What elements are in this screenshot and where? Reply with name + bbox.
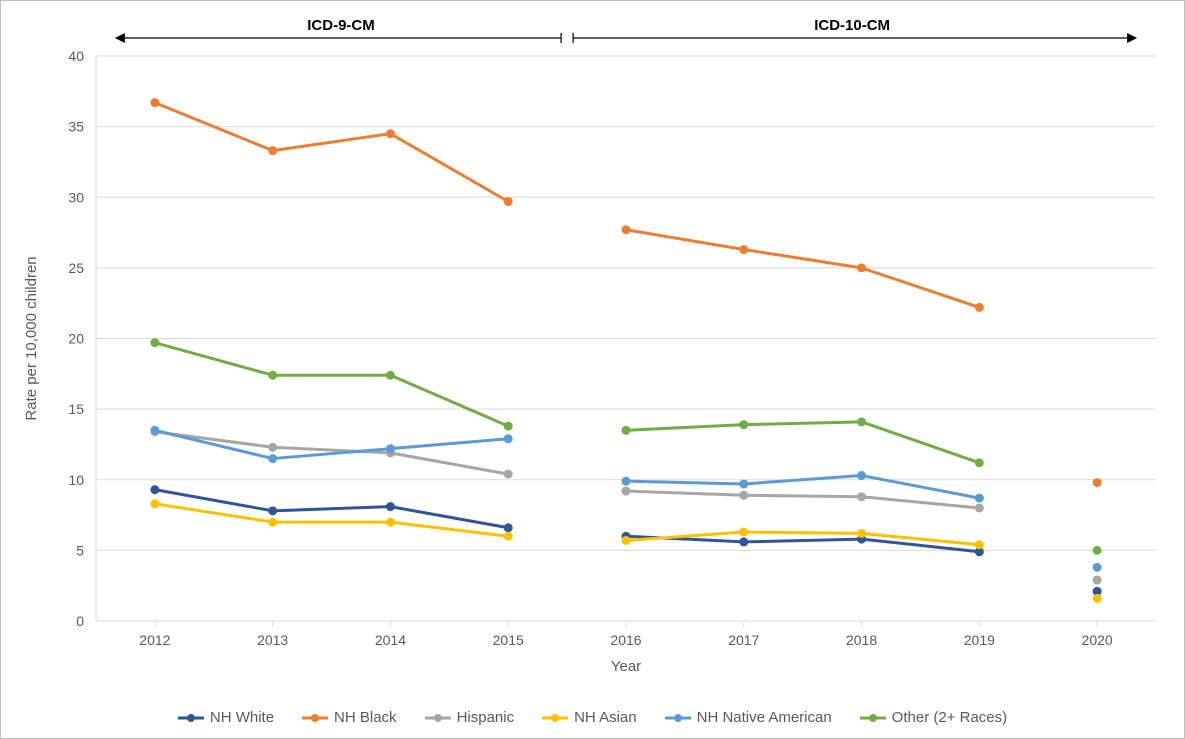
series-marker-nh_black bbox=[150, 98, 159, 107]
series-line-nh_black bbox=[626, 230, 979, 308]
x-tick-label: 2020 bbox=[1082, 632, 1113, 648]
y-tick-label: 10 bbox=[68, 472, 84, 488]
series-marker-nh_black bbox=[504, 197, 513, 206]
series-marker-other bbox=[857, 417, 866, 426]
series-marker-nh_asian bbox=[150, 499, 159, 508]
y-tick-label: 20 bbox=[68, 331, 84, 347]
series-marker-nh_asian bbox=[1093, 594, 1102, 603]
y-tick-label: 30 bbox=[68, 189, 84, 205]
series-marker-nh_white bbox=[386, 502, 395, 511]
legend-label: NH Native American bbox=[697, 709, 832, 726]
series-line-hispanic bbox=[626, 491, 979, 508]
series-marker-nh_asian bbox=[739, 528, 748, 537]
legend-label: Hispanic bbox=[457, 709, 515, 726]
legend-swatch bbox=[302, 711, 328, 725]
series-marker-nh_native bbox=[1093, 563, 1102, 572]
series-marker-nh_white bbox=[150, 485, 159, 494]
arrowhead-left bbox=[115, 33, 125, 43]
series-marker-nh_asian bbox=[386, 518, 395, 527]
series-line-nh_native bbox=[155, 430, 508, 458]
series-marker-other bbox=[504, 422, 513, 431]
x-tick-label: 2019 bbox=[964, 632, 995, 648]
series-line-other bbox=[155, 343, 508, 426]
series-marker-nh_asian bbox=[975, 540, 984, 549]
x-axis-title: Year bbox=[611, 658, 641, 675]
legend-item-other: Other (2+ Races) bbox=[860, 709, 1007, 726]
series-marker-nh_asian bbox=[622, 536, 631, 545]
legend-item-nh_native: NH Native American bbox=[665, 709, 832, 726]
series-marker-other bbox=[386, 371, 395, 380]
chart-frame: 0 5 10 15 20 25 30 35 40 2012 2013 2014 2015 2016 2017… bbox=[0, 0, 1185, 739]
series-marker-nh_asian bbox=[268, 518, 277, 527]
series-marker-nh_black bbox=[622, 225, 631, 234]
series-marker-nh_white bbox=[504, 523, 513, 532]
legend-label: Other (2+ Races) bbox=[892, 709, 1007, 726]
legend-swatch bbox=[665, 711, 691, 725]
legend-swatch bbox=[542, 711, 568, 725]
series-marker-hispanic bbox=[504, 470, 513, 479]
series-marker-nh_black bbox=[268, 146, 277, 155]
annotation-left-label: ICD-9-CM bbox=[307, 17, 375, 34]
series-marker-nh_native bbox=[268, 454, 277, 463]
series-marker-nh_native bbox=[622, 477, 631, 486]
series-marker-hispanic bbox=[622, 487, 631, 496]
y-tick-label: 25 bbox=[68, 260, 84, 276]
series-marker-other bbox=[739, 420, 748, 429]
series-marker-nh_black bbox=[975, 303, 984, 312]
legend-swatch bbox=[425, 711, 451, 725]
series-marker-nh_white bbox=[268, 506, 277, 515]
series-marker-hispanic bbox=[268, 443, 277, 452]
series-marker-nh_black bbox=[386, 129, 395, 138]
legend-item-nh_black: NH Black bbox=[302, 709, 397, 726]
x-tick-label: 2013 bbox=[257, 632, 288, 648]
legend-swatch bbox=[178, 711, 204, 725]
series-marker-nh_native bbox=[504, 434, 513, 443]
series-marker-nh_native bbox=[857, 471, 866, 480]
series-marker-nh_black bbox=[1093, 478, 1102, 487]
x-tick-label: 2012 bbox=[139, 632, 170, 648]
x-tick-label: 2016 bbox=[610, 632, 641, 648]
y-tick-label: 0 bbox=[76, 613, 84, 629]
series-marker-other bbox=[1093, 546, 1102, 555]
x-tick-label: 2018 bbox=[846, 632, 877, 648]
y-tick-label: 15 bbox=[68, 401, 84, 417]
y-tick-label: 5 bbox=[76, 542, 84, 558]
series-marker-hispanic bbox=[1093, 576, 1102, 585]
legend: NH White NH Black Hispanic NH Asian NH Nativ… bbox=[1, 709, 1184, 726]
series-marker-nh_native bbox=[150, 426, 159, 435]
legend-label: NH Black bbox=[334, 709, 397, 726]
y-tick-label: 35 bbox=[68, 119, 84, 135]
series-marker-nh_black bbox=[739, 245, 748, 254]
series-marker-hispanic bbox=[857, 492, 866, 501]
legend-item-nh_white: NH White bbox=[178, 709, 274, 726]
series-line-other bbox=[626, 422, 979, 463]
series-line-nh_black bbox=[155, 103, 508, 202]
legend-item-hispanic: Hispanic bbox=[425, 709, 515, 726]
series-marker-nh_native bbox=[975, 494, 984, 503]
series-marker-other bbox=[268, 371, 277, 380]
y-tick-label: 40 bbox=[68, 48, 84, 64]
series-marker-other bbox=[975, 458, 984, 467]
series-marker-other bbox=[622, 426, 631, 435]
series-marker-nh_native bbox=[386, 444, 395, 453]
series-marker-hispanic bbox=[975, 504, 984, 513]
series-marker-nh_asian bbox=[504, 532, 513, 541]
legend-label: NH White bbox=[210, 709, 274, 726]
arrowhead-right bbox=[1127, 33, 1137, 43]
legend-label: NH Asian bbox=[574, 709, 637, 726]
x-tick-label: 2014 bbox=[375, 632, 406, 648]
series-marker-hispanic bbox=[739, 491, 748, 500]
line-chart: 0 5 10 15 20 25 30 35 40 2012 2013 2014 2015 2016 2017… bbox=[1, 1, 1185, 691]
legend-item-nh_asian: NH Asian bbox=[542, 709, 637, 726]
series-marker-nh_asian bbox=[857, 529, 866, 538]
x-tick-label: 2015 bbox=[493, 632, 524, 648]
series-marker-nh_white bbox=[739, 537, 748, 546]
series-marker-nh_black bbox=[857, 263, 866, 272]
series-marker-nh_native bbox=[739, 479, 748, 488]
x-tick-label: 2017 bbox=[728, 632, 759, 648]
series-marker-other bbox=[150, 338, 159, 347]
legend-swatch bbox=[860, 711, 886, 725]
y-axis-title: Rate per 10,000 children bbox=[23, 256, 40, 420]
annotation-right-label: ICD-10-CM bbox=[814, 17, 890, 34]
